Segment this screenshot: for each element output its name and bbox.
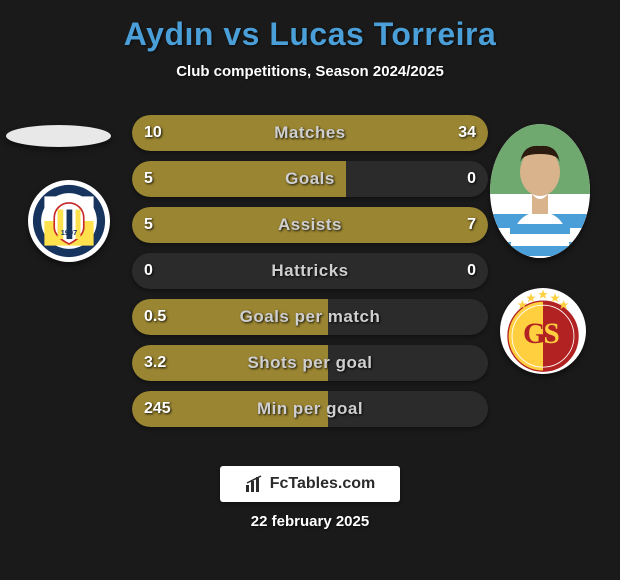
season-subtitle: Club competitions, Season 2024/2025: [0, 63, 620, 80]
club-badge-right: G S: [500, 288, 586, 374]
stat-value-right: 0: [467, 253, 476, 289]
fenerbahce-badge-icon: 1907: [28, 180, 110, 262]
comparison-title: Aydın vs Lucas Torreira: [0, 16, 620, 53]
stat-row: 5Assists7: [132, 207, 488, 243]
stat-row: 245Min per goal: [132, 391, 488, 427]
footer-date: 22 february 2025: [0, 513, 620, 530]
player-photo-icon: [490, 124, 590, 258]
galatasaray-badge-icon: G S: [500, 288, 586, 374]
stat-label: Matches: [132, 115, 488, 151]
fctables-logo: FcTables.com: [220, 466, 400, 502]
player-left-avatar: [6, 125, 111, 147]
stat-label: Goals: [132, 161, 488, 197]
svg-text:1907: 1907: [61, 228, 77, 237]
club-badge-left: 1907: [28, 180, 110, 262]
brand-text: FcTables.com: [270, 475, 376, 493]
bars-icon: [245, 475, 265, 493]
stat-value-right: 34: [458, 115, 476, 151]
stat-value-right: 7: [467, 207, 476, 243]
stat-row: 0Hattricks0: [132, 253, 488, 289]
stat-label: Assists: [132, 207, 488, 243]
stat-label: Goals per match: [132, 299, 488, 335]
player-right-avatar: [490, 124, 590, 258]
stat-label: Min per goal: [132, 391, 488, 427]
stats-list: 10Matches345Goals05Assists70Hattricks00.…: [132, 115, 488, 437]
stat-row: 3.2Shots per goal: [132, 345, 488, 381]
stat-row: 5Goals0: [132, 161, 488, 197]
stat-label: Shots per goal: [132, 345, 488, 381]
stat-value-right: 0: [467, 161, 476, 197]
stat-row: 0.5Goals per match: [132, 299, 488, 335]
svg-text:G: G: [523, 318, 546, 350]
svg-text:S: S: [543, 318, 559, 350]
stat-label: Hattricks: [132, 253, 488, 289]
stat-row: 10Matches34: [132, 115, 488, 151]
